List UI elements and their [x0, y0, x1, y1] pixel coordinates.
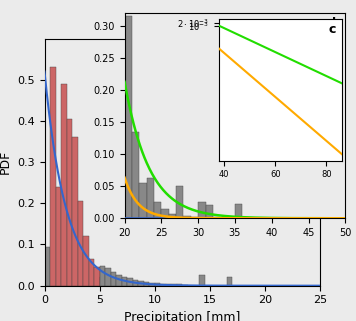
- Bar: [127, 278, 133, 286]
- Bar: [100, 277, 105, 286]
- Bar: [205, 205, 213, 218]
- Bar: [176, 186, 183, 218]
- Bar: [155, 283, 160, 286]
- Bar: [150, 283, 155, 286]
- X-axis label: Precipitation [mm]: Precipitation [mm]: [124, 311, 241, 321]
- Text: a: a: [305, 43, 315, 57]
- Bar: [144, 282, 150, 286]
- Bar: [160, 284, 166, 286]
- Bar: [89, 259, 94, 286]
- Bar: [235, 204, 242, 218]
- Bar: [56, 187, 61, 286]
- Bar: [44, 247, 50, 286]
- Bar: [61, 84, 67, 286]
- Bar: [94, 267, 100, 286]
- Bar: [147, 178, 154, 218]
- Bar: [105, 268, 111, 286]
- Bar: [213, 217, 220, 218]
- Bar: [116, 274, 122, 286]
- Bar: [132, 132, 139, 218]
- Bar: [78, 201, 83, 286]
- Bar: [227, 277, 232, 286]
- Bar: [191, 217, 198, 218]
- Bar: [169, 214, 176, 218]
- Bar: [100, 266, 105, 286]
- Bar: [183, 216, 191, 218]
- Bar: [177, 284, 183, 286]
- Bar: [72, 137, 78, 286]
- Bar: [67, 119, 72, 286]
- Bar: [50, 67, 56, 286]
- Bar: [139, 183, 147, 218]
- Bar: [166, 284, 172, 286]
- Bar: [125, 16, 132, 218]
- Bar: [111, 272, 116, 286]
- Bar: [161, 209, 169, 218]
- Bar: [183, 285, 188, 286]
- Bar: [133, 280, 138, 286]
- Y-axis label: PDF: PDF: [0, 150, 11, 174]
- Bar: [198, 202, 205, 218]
- Text: c: c: [328, 23, 336, 37]
- Bar: [154, 202, 161, 218]
- Bar: [172, 284, 177, 286]
- Bar: [138, 281, 144, 286]
- Bar: [199, 275, 204, 286]
- Bar: [122, 277, 127, 286]
- Bar: [83, 236, 89, 286]
- Text: b: b: [332, 17, 341, 30]
